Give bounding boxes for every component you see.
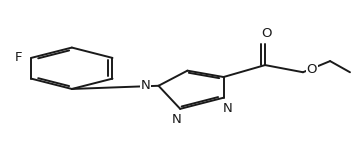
Text: N: N	[141, 79, 151, 92]
Text: O: O	[261, 27, 272, 40]
Text: F: F	[15, 51, 22, 64]
Text: O: O	[306, 63, 317, 76]
Text: N: N	[172, 113, 182, 126]
Text: N: N	[222, 102, 232, 115]
